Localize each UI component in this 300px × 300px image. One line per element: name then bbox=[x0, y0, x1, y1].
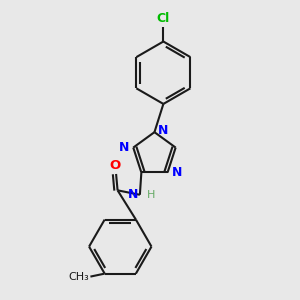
Text: N: N bbox=[119, 141, 129, 154]
Text: N: N bbox=[128, 188, 138, 201]
Text: Cl: Cl bbox=[157, 12, 170, 25]
Text: N: N bbox=[171, 166, 182, 179]
Text: H: H bbox=[147, 190, 156, 200]
Text: CH₃: CH₃ bbox=[68, 272, 89, 282]
Text: O: O bbox=[109, 159, 120, 172]
Text: N: N bbox=[158, 124, 169, 137]
